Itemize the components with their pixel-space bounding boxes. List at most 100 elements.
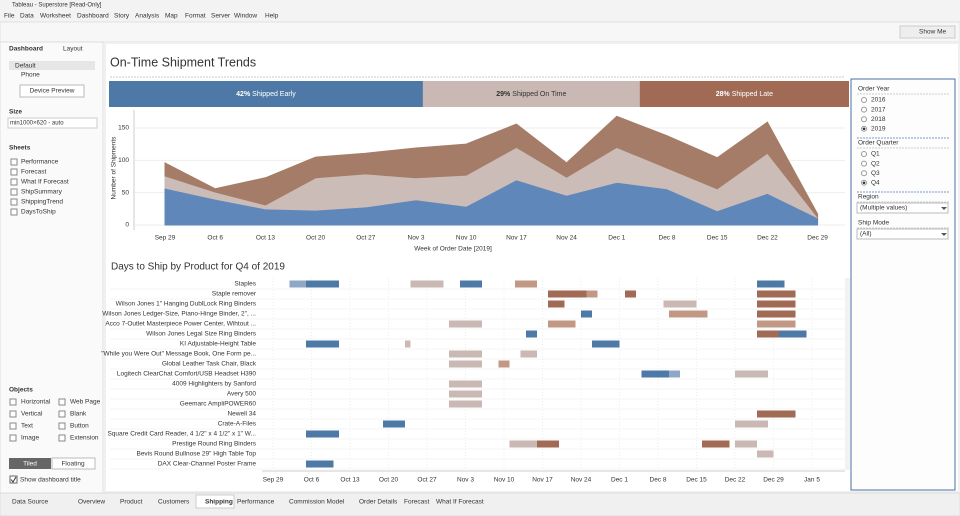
sheet-item[interactable]: ShipSummary bbox=[21, 189, 63, 196]
gantt-bar bbox=[306, 340, 339, 348]
x-tick-label: Nov 24 bbox=[556, 235, 577, 242]
size-value[interactable]: min1000×620 - auto bbox=[10, 121, 64, 127]
sheet-tab[interactable]: Shipping bbox=[205, 499, 233, 506]
radio[interactable] bbox=[861, 170, 867, 177]
row-label: Square Credit Card Reader, 4 1/2" x 4 1/… bbox=[107, 431, 256, 438]
sheet-icon bbox=[10, 198, 18, 206]
gantt-bar bbox=[498, 360, 510, 368]
object-item[interactable]: Vertical bbox=[21, 411, 43, 418]
sheet-tab[interactable]: Order Details bbox=[359, 499, 398, 506]
sheet-tab[interactable]: What If Forecast bbox=[436, 499, 484, 506]
y-tick-label: 50 bbox=[122, 189, 130, 196]
sheet-tab[interactable]: Performance bbox=[237, 499, 275, 506]
filter-value[interactable]: (Multiple values) bbox=[860, 205, 907, 212]
sheet-icon bbox=[10, 208, 18, 216]
summary-segment bbox=[422, 81, 640, 107]
x-tick-label: Nov 24 bbox=[571, 477, 592, 484]
summary-name: Shipped On Time bbox=[512, 91, 566, 98]
show-me-button[interactable] bbox=[899, 25, 956, 39]
sheet-item[interactable]: DaysToShip bbox=[21, 209, 56, 216]
device-preview-button[interactable] bbox=[19, 84, 85, 98]
gantt-bar bbox=[306, 430, 339, 438]
sheet-tab[interactable]: Overview bbox=[78, 499, 105, 506]
radio[interactable] bbox=[861, 97, 867, 103]
device-preview-label[interactable]: Device Preview bbox=[30, 88, 75, 95]
filter-option[interactable]: 2019 bbox=[871, 126, 886, 133]
menu-item[interactable]: Window bbox=[234, 13, 257, 20]
tiled-button[interactable] bbox=[9, 458, 51, 469]
menu-item[interactable]: Dashboard bbox=[77, 13, 109, 20]
gantt-bar bbox=[735, 370, 768, 378]
object-item[interactable]: Extension bbox=[70, 435, 99, 442]
size-dropdown[interactable] bbox=[7, 117, 98, 129]
checkbox-label[interactable]: Show dashboard title bbox=[20, 477, 81, 484]
filter-option[interactable]: Q1 bbox=[871, 151, 880, 158]
radio[interactable] bbox=[861, 160, 867, 167]
sheet-tab[interactable]: Customers bbox=[158, 499, 190, 506]
radio[interactable] bbox=[861, 151, 867, 157]
row-label: Bevis Round Bullnose 29" High Table Top bbox=[136, 451, 256, 458]
sheet-tab[interactable]: Product bbox=[120, 499, 143, 506]
radio[interactable] bbox=[861, 116, 867, 123]
menu-item[interactable]: Format bbox=[185, 13, 206, 20]
menu-item[interactable]: Help bbox=[265, 13, 279, 20]
radio[interactable] bbox=[861, 106, 867, 113]
filter-title: Ship Mode bbox=[858, 220, 889, 227]
sheet-item[interactable]: ShippingTrend bbox=[21, 199, 63, 206]
sheet-item[interactable]: What If Forecast bbox=[21, 179, 69, 186]
sheet-item[interactable]: Forecast bbox=[21, 169, 46, 176]
filter-option[interactable]: 2016 bbox=[871, 97, 886, 104]
menu-item[interactable]: Story bbox=[114, 13, 130, 20]
object-item[interactable]: Web Page bbox=[70, 399, 101, 406]
sheet-tab[interactable]: Commission Model bbox=[289, 499, 345, 506]
device-highlight bbox=[9, 61, 95, 70]
menu-item[interactable]: Data bbox=[20, 13, 34, 20]
side-tab[interactable]: Layout bbox=[63, 46, 83, 53]
gantt-bar bbox=[757, 450, 774, 458]
gantt-bar bbox=[735, 440, 757, 448]
floating-label[interactable]: Floating bbox=[61, 461, 85, 468]
object-item[interactable]: Horizontal bbox=[21, 399, 51, 406]
floating-button[interactable] bbox=[51, 457, 96, 470]
filter-dropdown[interactable] bbox=[856, 228, 949, 240]
object-item[interactable]: Blank bbox=[70, 411, 87, 418]
object-item[interactable]: Text bbox=[21, 423, 33, 430]
menu-item[interactable]: Worksheet bbox=[40, 13, 71, 20]
object-item[interactable]: Button bbox=[70, 423, 89, 430]
row-label: Staples bbox=[234, 281, 256, 288]
device-option[interactable]: Default bbox=[15, 63, 36, 70]
gantt-bar bbox=[449, 320, 482, 328]
sheet-icon bbox=[10, 188, 18, 196]
menu-item[interactable]: Map bbox=[165, 13, 178, 20]
menu-item[interactable]: Analysis bbox=[135, 13, 160, 20]
sheet-tab[interactable]: Forecast bbox=[404, 499, 429, 506]
sheet-item[interactable]: Performance bbox=[21, 159, 59, 166]
section-title: Objects bbox=[9, 387, 33, 394]
filter-option[interactable]: Q4 bbox=[871, 180, 880, 187]
sheet-tab[interactable]: Data Source bbox=[12, 499, 49, 506]
menu-item[interactable]: File bbox=[4, 13, 15, 20]
x-tick-label: Dec 29 bbox=[807, 235, 828, 242]
gantt-bar bbox=[669, 370, 680, 378]
object-icon bbox=[58, 410, 66, 418]
radio-dot bbox=[862, 181, 866, 185]
dropdown-arrow bbox=[941, 207, 947, 210]
filter-option[interactable]: 2017 bbox=[871, 106, 886, 113]
filter-option[interactable]: Q3 bbox=[871, 170, 880, 177]
checkbox[interactable] bbox=[9, 475, 18, 484]
scrollbar[interactable] bbox=[845, 278, 850, 470]
gantt-bar bbox=[520, 350, 537, 358]
tiled-label[interactable]: Tiled bbox=[23, 461, 37, 468]
filter-option[interactable]: Q2 bbox=[871, 160, 880, 167]
show-me-label[interactable]: Show Me bbox=[919, 29, 946, 36]
filter-dropdown[interactable] bbox=[856, 202, 949, 214]
gantt-bar bbox=[410, 280, 444, 288]
filter-value[interactable]: (All) bbox=[860, 231, 872, 238]
title-menu-bar bbox=[0, 0, 960, 22]
side-tab[interactable]: Dashboard bbox=[9, 46, 43, 53]
filter-option[interactable]: 2018 bbox=[871, 116, 886, 123]
menu-item[interactable]: Server bbox=[211, 13, 231, 20]
object-item[interactable]: Image bbox=[21, 435, 39, 442]
device-option[interactable]: Phone bbox=[21, 72, 40, 79]
row-label: KI Adjustable-Height Table bbox=[180, 341, 257, 348]
